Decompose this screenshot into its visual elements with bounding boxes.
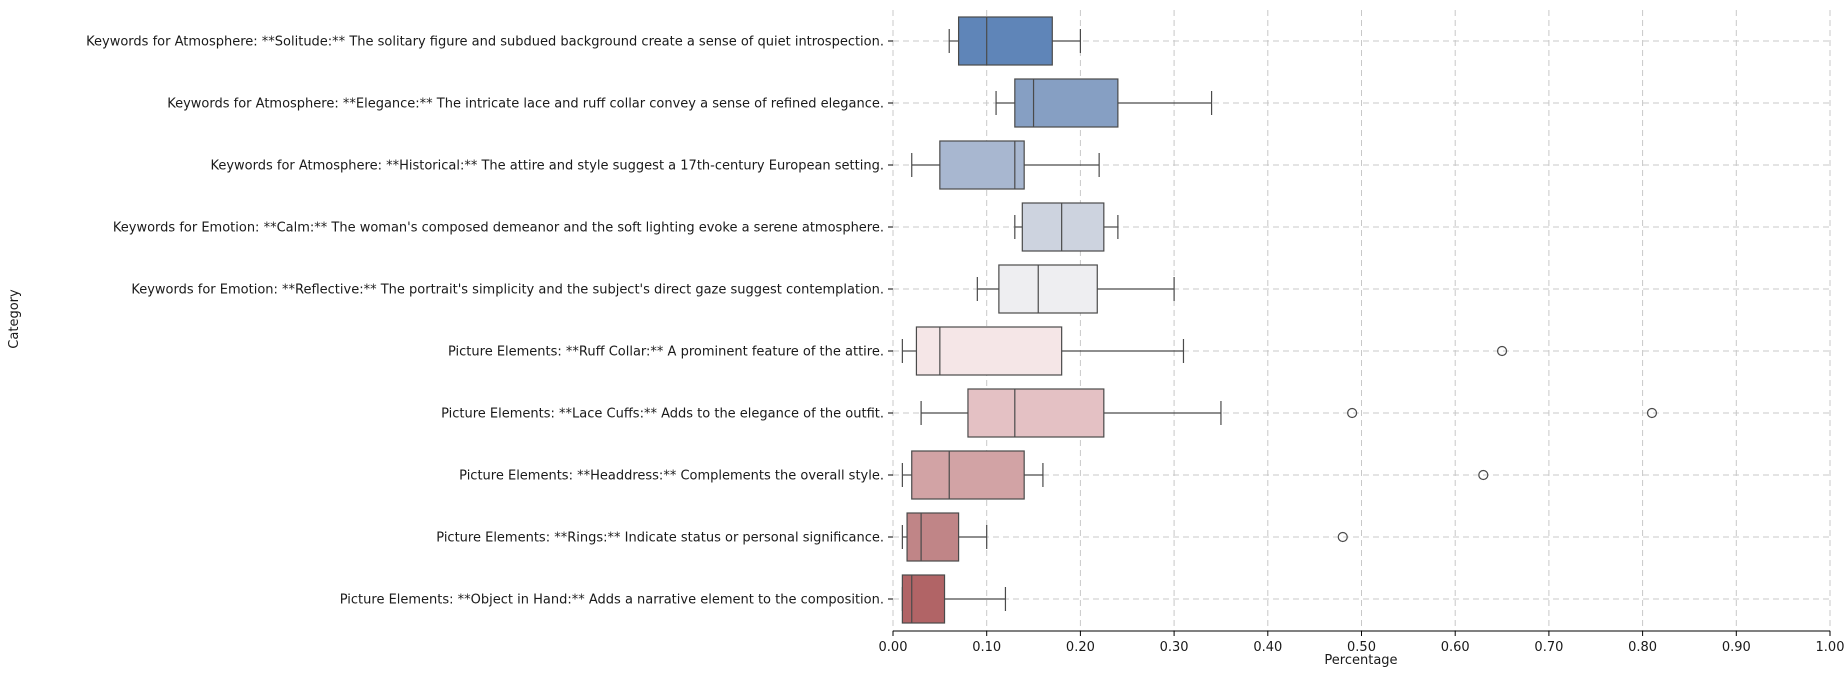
box-iqr — [967, 388, 1105, 438]
x-tick-label: 0.30 — [1160, 640, 1189, 655]
outlier-point — [1478, 469, 1489, 481]
box-iqr — [1021, 202, 1105, 252]
box-group — [901, 574, 1007, 624]
box-iqr — [1014, 78, 1119, 128]
y-axis-title: Category — [7, 289, 22, 349]
grid-layer — [892, 10, 1831, 631]
outlier-point — [1646, 407, 1658, 419]
x-tick-label: 0.20 — [1066, 640, 1095, 655]
y-tick-label: Keywords for Atmosphere: **Solitude:** T… — [86, 35, 884, 50]
y-tick-label: Picture Elements: **Lace Cuffs:** Adds t… — [441, 407, 884, 422]
box-layer — [901, 16, 1658, 624]
box-iqr — [939, 140, 1025, 190]
y-tick-label: Keywords for Emotion: **Reflective:** Th… — [131, 283, 884, 298]
outlier-point — [1347, 407, 1358, 419]
box-iqr — [906, 512, 960, 562]
x-tick-label: 0.60 — [1441, 640, 1470, 655]
box-group — [920, 388, 1658, 438]
outlier-point — [1496, 345, 1508, 357]
x-tick-label: 0.10 — [972, 640, 1001, 655]
box-group — [901, 326, 1508, 376]
box-iqr — [915, 326, 1063, 376]
box-iqr — [957, 16, 1053, 66]
box-group — [948, 16, 1082, 66]
x-tick-label: 0.50 — [1347, 640, 1376, 655]
box-group — [1014, 202, 1119, 252]
y-tick-label: Picture Elements: **Rings:** Indicate st… — [436, 531, 884, 546]
y-tick-label: Picture Elements: **Object in Hand:** Ad… — [340, 593, 884, 608]
box-iqr — [998, 264, 1098, 314]
y-tick-label: Keywords for Atmosphere: **Elegance:** T… — [167, 97, 884, 112]
outlier-point — [1337, 531, 1348, 543]
x-tick-label: 0.70 — [1534, 640, 1563, 655]
y-tick-label: Keywords for Emotion: **Calm:** The woma… — [113, 221, 884, 236]
box-group — [911, 140, 1100, 190]
axis-layer: 0.00 0.10 0.20 0.30 0.40 0.50 0.60 0.70 0.80 0.90… — [86, 35, 1844, 656]
y-tick-label: Keywords for Atmosphere: **Historical:**… — [210, 159, 884, 174]
box-group — [995, 78, 1213, 128]
x-tick-label: 0.90 — [1722, 640, 1751, 655]
x-tick-label: 1.00 — [1816, 640, 1845, 655]
y-tick-label: Picture Elements: **Headdress:** Complem… — [459, 469, 884, 484]
x-tick-label: 0.80 — [1628, 640, 1657, 655]
x-tick-label: 0.40 — [1253, 640, 1282, 655]
box-group — [976, 264, 1175, 314]
x-axis-title: Percentage — [1324, 653, 1397, 668]
box-iqr — [911, 450, 1025, 500]
y-tick-label: Picture Elements: **Ruff Collar:** A pro… — [448, 345, 884, 360]
box-iqr — [901, 574, 946, 624]
box-group — [901, 450, 1489, 500]
x-tick-label: 0.00 — [879, 640, 908, 655]
box-group — [901, 512, 1348, 562]
